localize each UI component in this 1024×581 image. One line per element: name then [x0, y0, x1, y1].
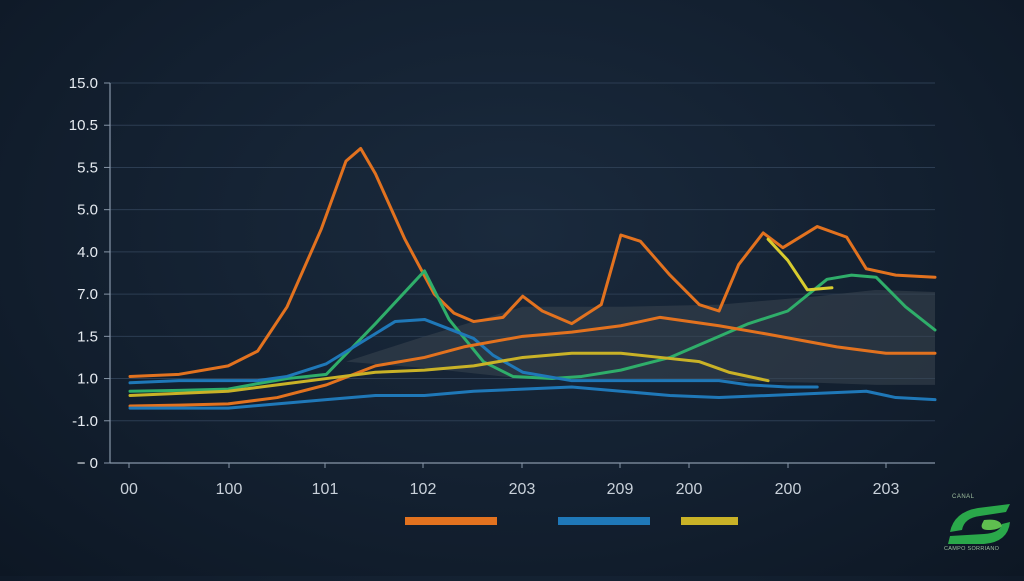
y-tick-label: 5.5: [77, 159, 98, 176]
series-lines: [128, 146, 937, 410]
x-tick-label: 00: [120, 481, 138, 498]
x-tick-label: 209: [607, 481, 634, 498]
x-tick-label: 101: [312, 481, 339, 498]
x-axis-ticks: 00 100 101 102 203 209 200 200 203: [120, 463, 899, 498]
x-tick-label: 100: [216, 481, 243, 498]
y-tick-label: 5.0: [77, 202, 98, 219]
y-tick-label: -1.0: [72, 413, 98, 430]
legend-swatch: [681, 517, 738, 525]
y-tick-label: 7.0: [77, 286, 98, 303]
x-tick-label: 200: [676, 481, 703, 498]
legend: [405, 517, 738, 525]
y-tick-label: 1.5: [77, 328, 98, 345]
logo-letters: CS: [954, 510, 996, 543]
axes: [109, 83, 935, 464]
x-tick-label: 203: [509, 481, 536, 498]
series-line-green: [128, 269, 937, 393]
y-tick-label: − 0: [77, 455, 98, 472]
y-axis-ticks: 15.0 10.5 5.5 5.0 4.0 7.0 1.5 1.0 -1.0 − 0: [69, 75, 98, 472]
series-line-orange-upper: [128, 146, 937, 378]
series-line-yellow-segment: [766, 237, 834, 292]
channel-logo: CANAL CS CAMPO SORRIANO: [944, 494, 1016, 556]
series-line-orange-lower: [128, 315, 937, 408]
series-line-yellow: [128, 351, 770, 397]
x-tick-label: 102: [410, 481, 437, 498]
logo-bottom-text: CAMPO SORRIANO: [944, 546, 1000, 552]
y-tick-label: 4.0: [77, 244, 98, 261]
gridlines: [104, 82, 935, 464]
series-line-blue-lower: [128, 385, 937, 410]
y-tick-label: 1.0: [77, 371, 98, 388]
y-tick-label: 10.5: [69, 117, 98, 134]
x-tick-label: 200: [775, 481, 802, 498]
logo-top-text: CANAL: [952, 494, 975, 500]
legend-swatch: [405, 517, 497, 525]
series-line-blue-upper: [128, 317, 819, 389]
y-tick-label: 15.0: [69, 75, 98, 92]
x-tick-label: 203: [873, 481, 900, 498]
legend-swatch: [558, 517, 650, 525]
cs-logo-icon: CS: [948, 504, 1010, 544]
